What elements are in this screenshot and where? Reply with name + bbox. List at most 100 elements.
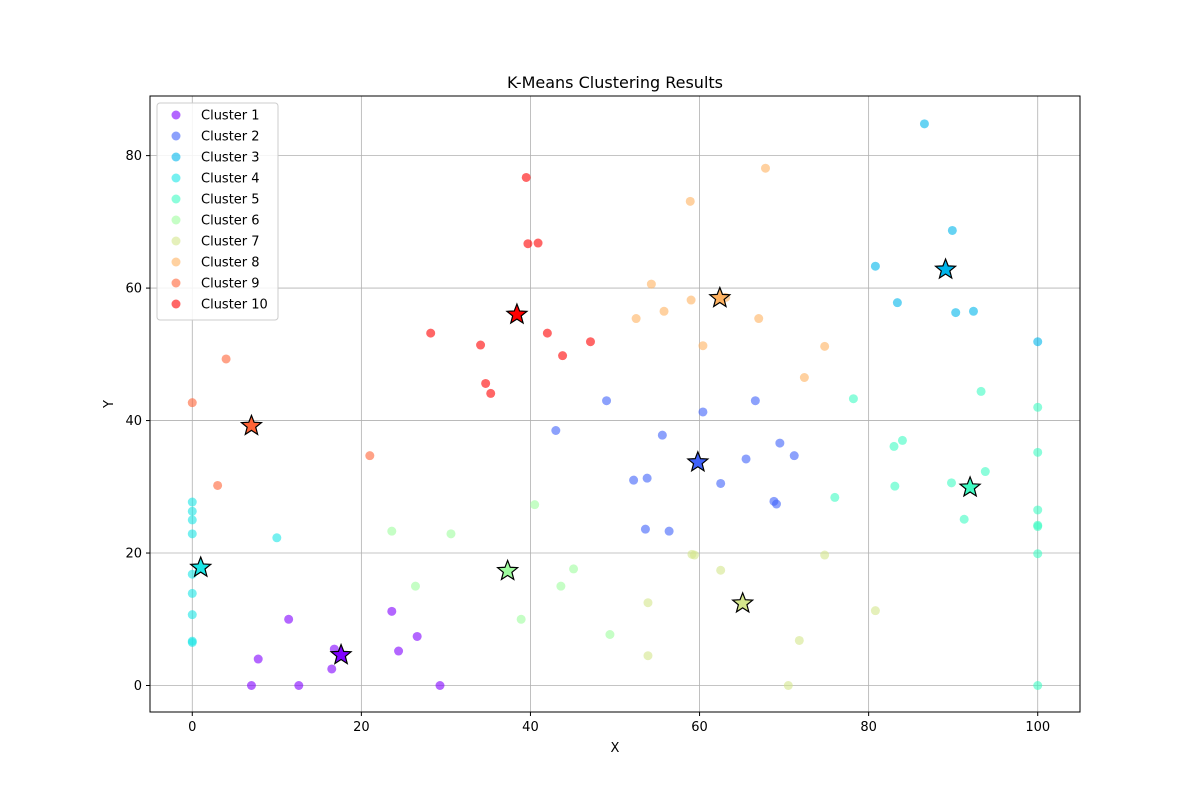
data-point <box>848 394 858 404</box>
legend-marker <box>171 194 181 204</box>
data-point <box>890 481 900 491</box>
data-point <box>294 681 304 691</box>
y-tick-label: 0 <box>134 679 142 694</box>
data-point <box>530 500 540 510</box>
legend-marker <box>171 299 181 309</box>
data-point <box>640 524 650 534</box>
legend-label: Cluster 7 <box>201 235 260 250</box>
data-point <box>951 308 961 318</box>
data-point <box>516 614 526 624</box>
centroid-star-marker <box>708 285 732 308</box>
data-point <box>783 681 793 691</box>
legend-marker <box>171 278 181 288</box>
data-point <box>919 119 929 129</box>
data-point <box>187 515 197 525</box>
data-point <box>946 478 956 488</box>
x-axis-label: X <box>611 741 620 756</box>
legend-label: Cluster 4 <box>201 172 260 187</box>
data-point <box>387 526 397 536</box>
data-point <box>870 606 880 616</box>
plot-frame <box>149 95 1081 713</box>
data-point <box>542 328 552 338</box>
centroid-star-marker <box>496 558 520 581</box>
data-point <box>187 398 197 408</box>
data-point <box>685 196 695 206</box>
data-point <box>689 550 699 560</box>
legend-marker <box>171 152 181 162</box>
data-point <box>187 637 197 647</box>
data-point <box>1033 402 1043 412</box>
data-point <box>892 298 902 308</box>
legend-label: Cluster 9 <box>201 277 260 292</box>
data-point <box>968 306 978 316</box>
x-tick-label: 40 <box>522 720 539 735</box>
data-point <box>794 635 804 645</box>
data-point <box>642 473 652 483</box>
data-point <box>521 172 531 182</box>
legend-label: Cluster 2 <box>201 130 260 145</box>
data-point <box>643 598 653 608</box>
data-point <box>187 610 197 620</box>
legend-label: Cluster 8 <box>201 256 260 271</box>
data-point <box>775 438 785 448</box>
data-point <box>246 681 256 691</box>
data-point <box>253 654 263 664</box>
data-point <box>551 425 561 435</box>
data-point <box>533 238 543 248</box>
axis-ticks: 0 20 40 60 80 100 0 20 40 60 80 <box>125 149 1050 735</box>
data-point <box>476 340 486 350</box>
data-point <box>664 526 674 536</box>
data-point <box>698 341 708 351</box>
x-tick-label: 80 <box>860 720 877 735</box>
x-tick-label: 20 <box>353 720 370 735</box>
legend-marker <box>171 257 181 267</box>
data-point <box>889 441 899 451</box>
data-point <box>870 261 880 271</box>
x-tick-label: 100 <box>1025 720 1050 735</box>
data-point <box>426 328 436 338</box>
data-point <box>760 163 770 173</box>
data-point <box>754 314 764 324</box>
legend-label: Cluster 1 <box>201 109 260 124</box>
data-point <box>284 614 294 624</box>
x-tick-label: 60 <box>691 720 708 735</box>
data-point <box>959 514 969 524</box>
data-point <box>976 386 986 396</box>
legend-frame <box>156 102 279 321</box>
data-point <box>187 497 197 507</box>
data-point <box>629 475 639 485</box>
data-point <box>1033 522 1043 532</box>
centroid-star-marker <box>958 475 982 498</box>
legend-label: Cluster 3 <box>201 151 260 166</box>
data-point <box>365 451 375 461</box>
data-point <box>272 533 282 543</box>
data-point <box>387 606 397 616</box>
data-point <box>394 646 404 656</box>
data-point <box>187 506 197 516</box>
data-point <box>569 564 579 574</box>
data-point <box>631 314 641 324</box>
data-point <box>1033 337 1043 347</box>
data-point <box>1033 447 1043 457</box>
chart-title: K-Means Clustering Results <box>507 73 723 92</box>
data-point <box>980 467 990 477</box>
legend-marker <box>171 215 181 225</box>
centroid-markers <box>189 257 982 665</box>
data-point <box>947 225 957 235</box>
y-tick-label: 80 <box>125 149 142 164</box>
legend-marker <box>171 110 181 120</box>
centroid-star-marker <box>239 413 264 436</box>
data-point <box>481 378 491 388</box>
legend: Cluster 1 Cluster 2 Cluster 3 Cluster 4 Clus… <box>156 102 279 321</box>
centroid-star-marker <box>329 642 353 665</box>
y-tick-label: 60 <box>125 282 142 297</box>
data-point <box>789 451 799 461</box>
data-point <box>820 550 830 560</box>
y-tick-label: 20 <box>125 547 142 562</box>
data-point <box>523 239 533 249</box>
data-point <box>585 337 595 347</box>
data-point <box>659 306 669 316</box>
data-point <box>820 341 830 351</box>
data-point <box>646 279 656 289</box>
